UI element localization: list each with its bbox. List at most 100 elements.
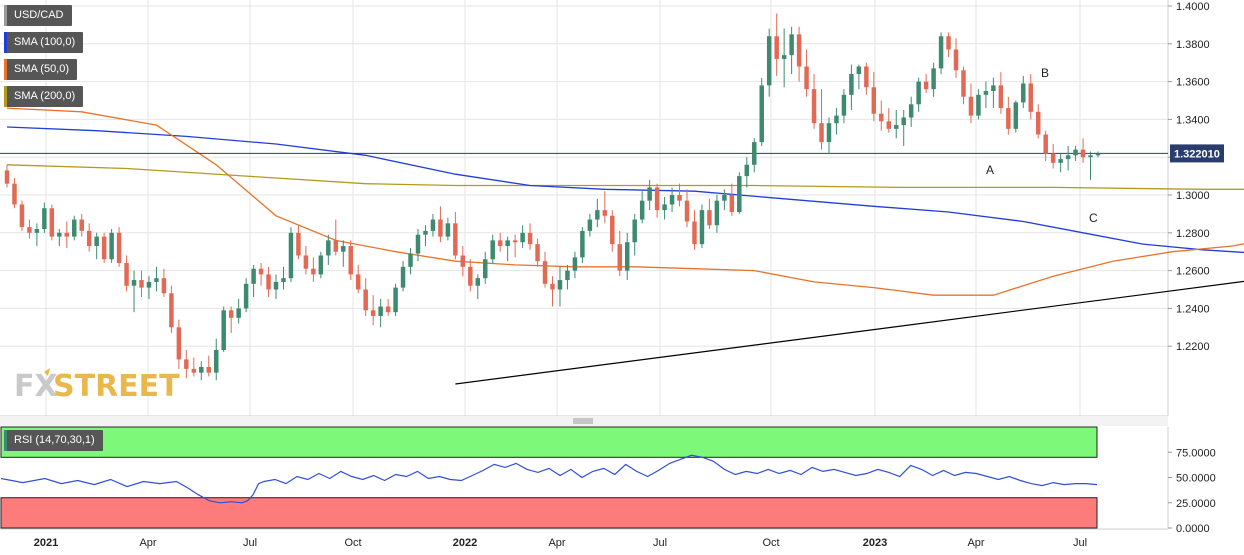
candle-body <box>961 70 966 97</box>
sma-50-line <box>6 107 1244 296</box>
candle-body <box>311 268 316 275</box>
candle-body <box>535 244 540 262</box>
x-tick-label: Apr <box>139 537 156 549</box>
candle-body <box>923 81 929 90</box>
candle-body <box>303 255 309 269</box>
candle-body <box>27 227 32 233</box>
legend-sma-200-swatch <box>4 86 7 107</box>
candle-body <box>184 359 189 369</box>
legend-rsi-label: RSI (14,70,30,1) <box>14 434 95 446</box>
legend-rsi[interactable]: RSI (14,70,30,1) <box>4 430 103 451</box>
x-tick-label: Oct <box>344 537 361 549</box>
y-tick-label: 1.2800 <box>1176 228 1210 240</box>
candle-body <box>677 195 682 201</box>
candle-body <box>991 85 996 92</box>
candle-body <box>169 293 174 328</box>
candle-body <box>1028 83 1033 112</box>
candle-body <box>1088 155 1093 158</box>
candle-body <box>497 240 503 247</box>
rsi-y-tick-label: 0.0000 <box>1176 523 1210 535</box>
candle-body <box>602 210 608 216</box>
x-tick-label: 2021 <box>34 537 58 549</box>
candle-body <box>1021 83 1026 103</box>
candle-body <box>49 208 55 237</box>
candle-body <box>1006 108 1011 129</box>
candle-body <box>766 36 772 86</box>
candle-body <box>288 232 294 279</box>
candle-body <box>542 261 548 284</box>
candle-body <box>333 240 339 252</box>
candle-body <box>752 142 757 165</box>
candle-body <box>341 246 346 252</box>
candle-body <box>595 210 600 220</box>
rsi-y-tick-label: 50.0000 <box>1176 473 1216 485</box>
candle-body <box>737 176 742 213</box>
candle-body <box>931 68 936 90</box>
candle-body <box>714 200 720 226</box>
candle-body <box>654 187 660 211</box>
candle-body <box>348 246 353 275</box>
candle-body <box>468 266 473 286</box>
candle-body <box>438 219 443 237</box>
candle-body <box>946 36 951 50</box>
annotation-a: A <box>986 163 994 177</box>
candle-body <box>849 74 854 95</box>
rsi-oversold-zone <box>0 497 1098 529</box>
candle-body <box>781 55 787 59</box>
candle-body <box>796 34 802 67</box>
candle-body <box>326 240 331 256</box>
candle-body <box>12 183 17 205</box>
candle-body <box>729 195 735 213</box>
candle-body <box>953 49 959 71</box>
rsi-overbought-zone <box>0 426 1098 458</box>
candle-body <box>1073 149 1078 156</box>
candle-body <box>385 306 391 313</box>
rsi-line <box>0 454 1098 504</box>
candle-body <box>1058 159 1063 163</box>
candle-body <box>86 230 92 247</box>
candle-body <box>998 85 1004 109</box>
candle-body <box>42 208 47 230</box>
legend-sma-200[interactable]: SMA (200,0) <box>4 86 84 107</box>
watermark-street: STREET <box>53 369 180 404</box>
candle-body <box>445 223 451 237</box>
annotation-b: B <box>1041 66 1049 80</box>
legend-symbol-label: USD/CAD <box>14 9 64 21</box>
candle-body <box>565 270 570 281</box>
candle-body <box>19 204 25 228</box>
candle-body <box>430 219 436 231</box>
candle-body <box>483 259 488 279</box>
price-plot-area <box>0 0 1168 416</box>
candle-body <box>692 221 697 245</box>
candle-body <box>355 274 361 290</box>
x-tick-label: Jul <box>653 537 667 549</box>
candle-body <box>221 310 226 350</box>
legend-symbol[interactable]: USD/CAD <box>4 5 72 26</box>
candle-body <box>1035 111 1041 135</box>
candle-body <box>759 85 764 143</box>
candle-body <box>916 81 921 105</box>
candle-body <box>423 230 428 235</box>
last-price-tag <box>1170 144 1224 163</box>
candle-body <box>722 195 727 201</box>
legend-sma-100[interactable]: SMA (100,0) <box>4 32 84 53</box>
legend-rsi-swatch <box>4 430 7 451</box>
candle-body <box>1065 155 1071 160</box>
candle-body <box>819 123 824 143</box>
candle-body <box>460 255 466 267</box>
candle-body <box>976 94 981 116</box>
candle-body <box>475 278 481 286</box>
candle-body <box>236 308 241 318</box>
candle-body <box>826 123 832 143</box>
candle-body <box>378 306 383 316</box>
candle-body <box>116 232 122 264</box>
candle-body <box>154 278 159 282</box>
candle-body <box>139 280 144 288</box>
legend-sma-50[interactable]: SMA (50,0) <box>4 59 78 80</box>
candle-body <box>789 34 794 56</box>
rsi-y-tick-label: 75.0000 <box>1176 447 1216 459</box>
y-tick-label: 1.3800 <box>1176 39 1210 51</box>
candle-body <box>1080 149 1086 158</box>
candle-body <box>684 200 690 222</box>
candle-body <box>811 89 817 124</box>
